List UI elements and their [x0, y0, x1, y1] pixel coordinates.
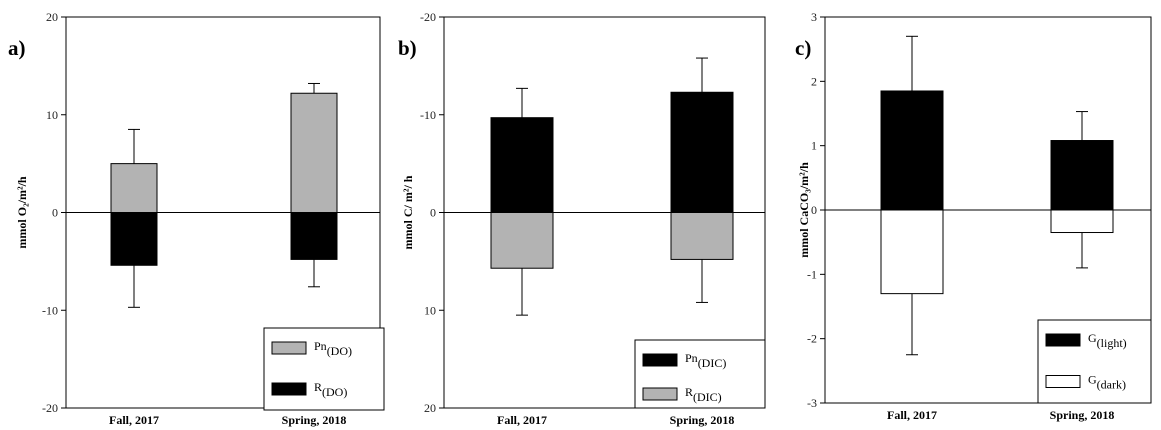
legend: Pn(DO)R(DO)	[263, 327, 385, 411]
y-tick-label: 10	[424, 303, 436, 317]
y-tick-label: 3	[811, 10, 817, 24]
legend-entry: G(light)	[1088, 331, 1127, 350]
y-tick-label: -10	[42, 303, 58, 317]
y-axis-label: mmol CaCO₃/m²/h	[797, 162, 811, 258]
bar	[1050, 209, 1114, 234]
y-tick-label: 10	[46, 108, 58, 122]
bar	[670, 212, 734, 260]
bar	[110, 212, 158, 266]
bar	[490, 212, 554, 269]
bar	[1050, 140, 1114, 211]
y-tick-label: 20	[46, 10, 58, 24]
x-category-label: Spring, 2018	[282, 413, 347, 427]
legend-box	[634, 339, 766, 409]
legend-entry: R(DO)	[314, 380, 347, 399]
y-tick-label: -1	[807, 267, 817, 281]
x-category-label: Spring, 2018	[670, 413, 735, 427]
legend: Pn(DIC)R(DIC)	[634, 339, 766, 409]
y-tick-label: -3	[807, 396, 817, 410]
y-tick-label: -2	[807, 332, 817, 346]
legend-swatch	[271, 382, 307, 396]
panel-label: b)	[398, 36, 417, 60]
bar	[880, 90, 944, 211]
legend-entry: G(dark)	[1088, 373, 1126, 392]
y-tick-label: -20	[420, 10, 436, 24]
bar	[290, 92, 338, 213]
y-tick-label: 0	[811, 203, 817, 217]
y-axis-label: mmol C/ m²/ h	[401, 175, 415, 249]
legend-entry: R(DIC)	[685, 385, 722, 404]
legend-swatch	[642, 387, 678, 401]
panel-label: a)	[8, 36, 26, 60]
y-tick-label: -10	[420, 108, 436, 122]
legend: G(light) G(dark)	[1037, 319, 1152, 404]
y-tick-label: 0	[430, 206, 436, 220]
chart-panel-2: -20 -10 0 10 20 mmol C/ m²/ h b) Fall, 2017 Spri…	[398, 10, 766, 427]
x-category-label: Fall, 2017	[109, 413, 159, 427]
x-category-label: Spring, 2018	[1050, 408, 1115, 422]
bar	[110, 163, 158, 213]
legend-swatch	[1045, 375, 1081, 388]
bar	[880, 209, 944, 295]
bar	[670, 91, 734, 213]
legend-swatch	[1045, 333, 1081, 347]
y-axis-label: mmol O₂/m²/h	[15, 176, 29, 249]
y-tick-label: 0	[52, 206, 58, 220]
bar	[490, 117, 554, 213]
legend-swatch	[271, 341, 307, 355]
bar	[290, 212, 338, 260]
y-tick-label: 1	[811, 139, 817, 153]
legend-swatch	[642, 353, 678, 367]
y-tick-label: -20	[42, 401, 58, 415]
y-tick-label: 2	[811, 74, 817, 88]
x-category-label: Fall, 2017	[887, 408, 937, 422]
x-category-label: Fall, 2017	[497, 413, 547, 427]
panel-label: c)	[795, 36, 811, 60]
y-tick-label: 20	[424, 401, 436, 415]
chart-panel-3: 3 2 1 0 -1 -2 -3 mmol CaCO₃/m²/h c) Fall, 2017 Spr…	[795, 10, 1152, 422]
chart-panel-1: 20 10 0 -10 -20 mmol O₂/m²/h a) Fall, 2017 Sprin…	[8, 10, 385, 427]
